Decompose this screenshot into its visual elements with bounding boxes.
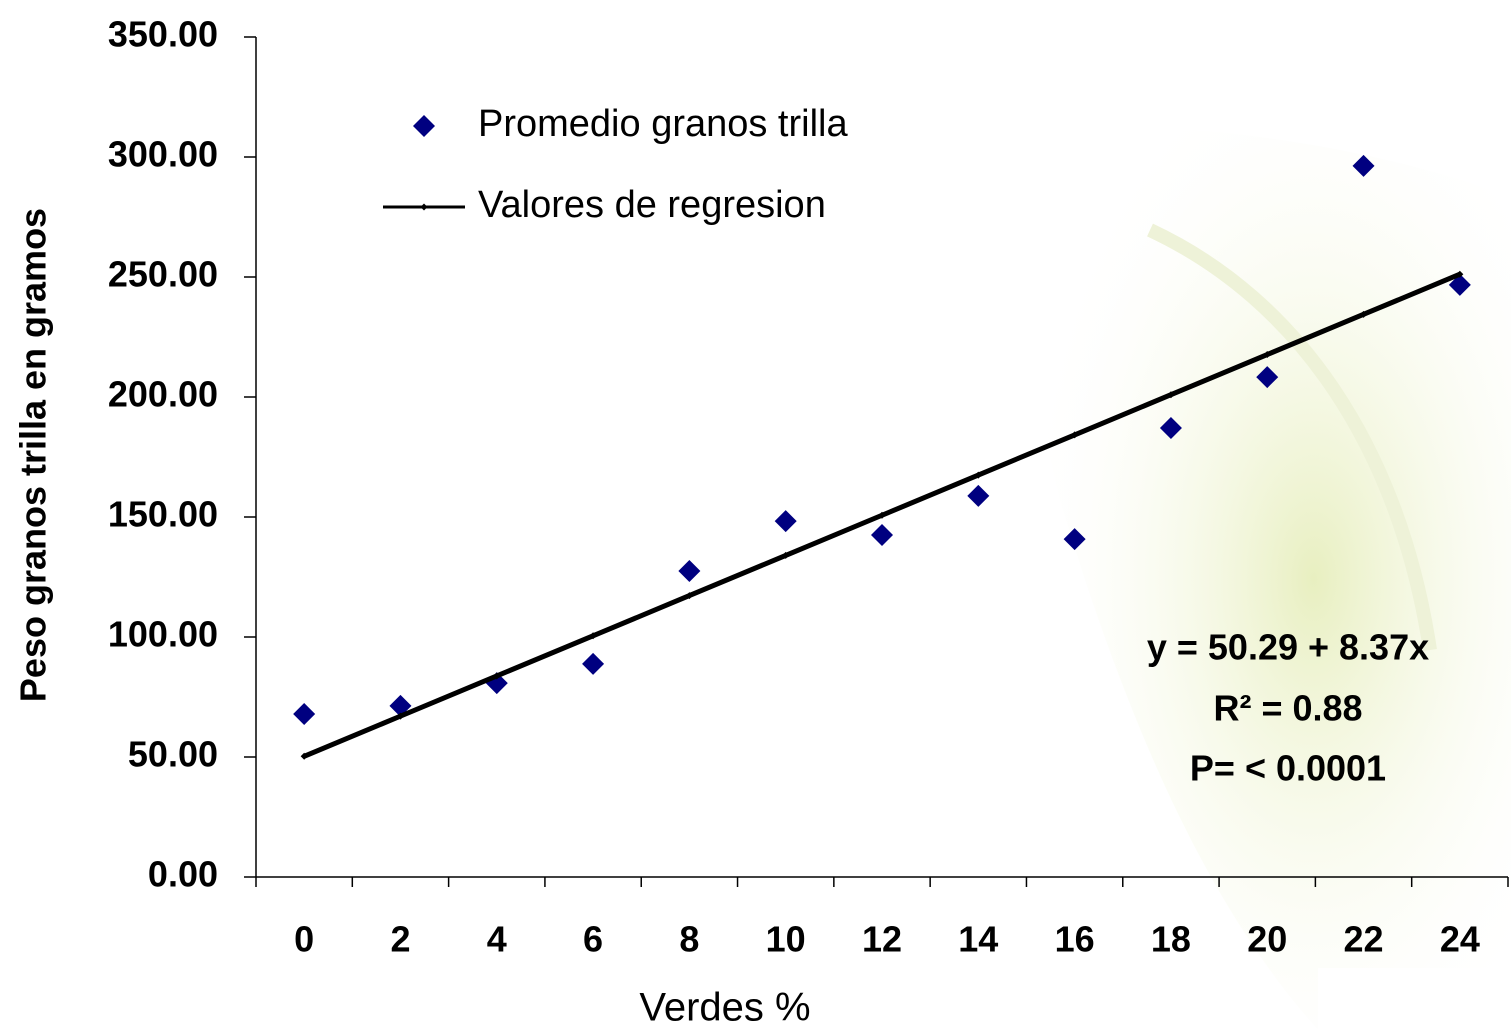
background-leaf (1017, 126, 1511, 1032)
x-tick-label: 16 (1055, 919, 1095, 960)
page: Peso granos trilla en gramos Verdes % y … (0, 0, 1511, 1032)
x-tick-label: 10 (766, 919, 806, 960)
legend-marker (421, 204, 428, 211)
x-tick-label: 0 (294, 919, 314, 960)
legend-label: Promedio granos trilla (478, 103, 848, 145)
y-tick-label: 250.00 (108, 254, 218, 295)
scatter-point (871, 524, 893, 546)
y-tick-label: 300.00 (108, 134, 218, 175)
legend-label: Valores de regresion (478, 184, 826, 226)
x-tick-label: 8 (679, 919, 699, 960)
y-tick-label: 350.00 (108, 14, 218, 55)
y-tick-label: 150.00 (108, 494, 218, 535)
y-tick-label: 100.00 (108, 614, 218, 655)
legend-marker (413, 115, 435, 137)
y-tick-label: 200.00 (108, 374, 218, 415)
equation: y = 50.29 + 8.37x (1147, 627, 1429, 668)
scatter-point (967, 485, 989, 507)
x-tick-label: 22 (1344, 919, 1384, 960)
p-value: P= < 0.0001 (1190, 748, 1386, 789)
y-tick-label: 50.00 (128, 734, 218, 775)
x-tick-label: 20 (1247, 919, 1287, 960)
x-axis-title: Verdes % (639, 986, 810, 1030)
x-tick-label: 6 (583, 919, 603, 960)
x-tick-label: 18 (1151, 919, 1191, 960)
x-tick-label: 2 (390, 919, 410, 960)
scatter-point (775, 510, 797, 532)
x-tick-label: 14 (958, 919, 998, 960)
y-tick-label: 0.00 (148, 854, 218, 895)
chart: Peso granos trilla en gramos Verdes % y … (0, 0, 1511, 1032)
y-axis-title: Peso granos trilla en gramos (13, 208, 54, 702)
x-tick-label: 12 (862, 919, 902, 960)
x-tick-label: 24 (1440, 919, 1480, 960)
r-squared: R² = 0.88 (1213, 688, 1362, 729)
scatter-point (293, 703, 315, 725)
scatter-point (678, 560, 700, 582)
scatter-point (582, 653, 604, 675)
x-tick-label: 4 (487, 919, 507, 960)
